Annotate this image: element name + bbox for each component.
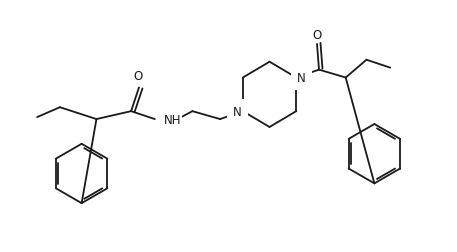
Text: O: O [133,70,143,83]
Text: N: N [297,72,306,85]
Text: NH: NH [164,113,181,126]
Text: N: N [233,105,242,118]
Text: O: O [313,29,322,42]
